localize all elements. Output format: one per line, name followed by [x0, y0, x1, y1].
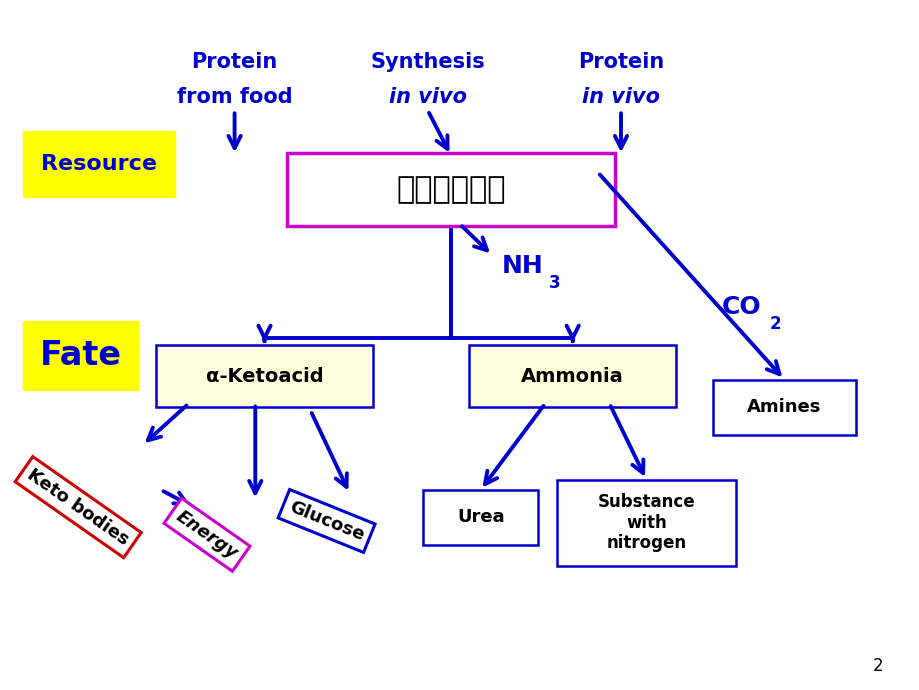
Text: NH: NH — [501, 254, 542, 277]
Text: Glucose: Glucose — [286, 497, 367, 544]
Text: Amines: Amines — [746, 398, 821, 416]
FancyBboxPatch shape — [469, 345, 675, 407]
Text: 氨基酸代谢库: 氨基酸代谢库 — [395, 175, 505, 204]
FancyBboxPatch shape — [156, 345, 372, 407]
Text: from food: from food — [176, 87, 292, 107]
Text: Resource: Resource — [40, 154, 157, 174]
Text: in vivo: in vivo — [389, 87, 466, 107]
Text: Protein: Protein — [577, 52, 664, 72]
Text: Urea: Urea — [457, 509, 504, 526]
FancyBboxPatch shape — [556, 480, 735, 566]
Text: 3: 3 — [549, 274, 561, 292]
Text: Substance
with
nitrogen: Substance with nitrogen — [596, 493, 695, 553]
Text: Keto bodies: Keto bodies — [24, 466, 132, 549]
FancyBboxPatch shape — [423, 490, 538, 545]
Text: Ammonia: Ammonia — [521, 366, 623, 386]
Text: in vivo: in vivo — [582, 87, 659, 107]
Text: Fate: Fate — [40, 339, 121, 372]
Text: Protein: Protein — [191, 52, 278, 72]
FancyBboxPatch shape — [23, 321, 138, 390]
FancyBboxPatch shape — [712, 380, 855, 435]
Text: Synthesis: Synthesis — [370, 52, 484, 72]
FancyBboxPatch shape — [287, 153, 614, 226]
Text: 2: 2 — [769, 315, 781, 333]
Text: α-Ketoacid: α-Ketoacid — [206, 366, 323, 386]
Text: 2: 2 — [871, 657, 882, 675]
Text: Energy: Energy — [173, 507, 241, 562]
Text: CO: CO — [721, 295, 761, 319]
FancyBboxPatch shape — [23, 131, 175, 197]
